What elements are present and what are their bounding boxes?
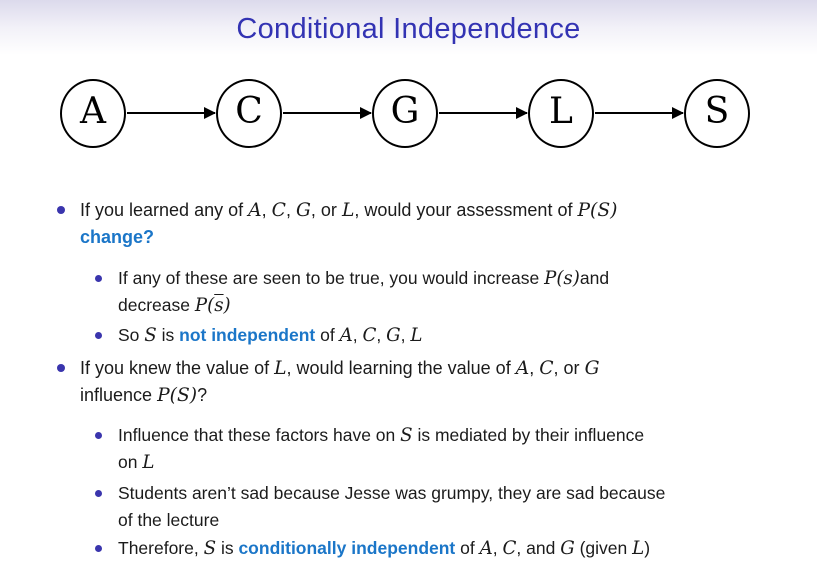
graph-node-label: S xyxy=(704,91,730,132)
text-segment: (given xyxy=(574,538,633,558)
graph-node-label: C xyxy=(235,91,263,132)
graph-node-label: L xyxy=(549,91,573,132)
graph-node-S: S xyxy=(684,79,750,148)
bullet-item-6: Students aren’t sad because Jesse was gr… xyxy=(95,480,779,534)
bullet-item-3: So S is not independent of A, C, G, L xyxy=(95,322,779,349)
text-segment: P(S) xyxy=(577,200,618,221)
text-segment: , would learning the value of xyxy=(286,358,516,378)
graph-node-G: G xyxy=(372,79,438,148)
graph-edge-A-C xyxy=(127,107,216,119)
text-segment: G xyxy=(560,538,575,559)
highlight-text: conditionally independent xyxy=(238,538,456,558)
text-segment: Influence that these factors have on xyxy=(118,425,401,445)
bullet-marker-icon xyxy=(95,432,102,439)
text-segment: influence xyxy=(80,385,158,405)
text-segment: is xyxy=(156,325,180,345)
text-segment: S xyxy=(144,325,157,346)
text-segment: L xyxy=(632,538,645,559)
graph-edge-L-S xyxy=(595,107,684,119)
text-segment: and xyxy=(579,268,610,288)
text-segment: L xyxy=(410,325,423,346)
bullet-item-4: If you knew the value of L, would learni… xyxy=(57,355,779,409)
text-segment: P( xyxy=(194,295,215,316)
text-segment: G xyxy=(386,325,401,346)
text-segment: decrease xyxy=(118,295,195,315)
bullet-item-1: If you learned any of A, C, G, or L, wou… xyxy=(57,197,779,251)
graph-node-L: L xyxy=(528,79,594,148)
text-segment: , xyxy=(492,538,503,558)
text-segment: C xyxy=(362,325,377,346)
text-segment: A xyxy=(479,538,493,559)
text-segment: s xyxy=(214,295,224,316)
text-segment: , or xyxy=(553,358,585,378)
text-segment: of xyxy=(455,538,480,558)
bullet-marker-icon xyxy=(95,490,102,497)
text-segment: So xyxy=(118,325,145,345)
text-segment: , xyxy=(529,358,540,378)
text-segment: , and xyxy=(516,538,561,558)
text-segment: Students aren’t sad because Jesse was gr… xyxy=(118,483,666,503)
text-segment: C xyxy=(271,200,286,221)
highlight-text: change? xyxy=(80,227,155,247)
text-segment: , xyxy=(261,200,272,220)
text-segment: If you knew the value of xyxy=(80,358,275,378)
text-segment: If any of these are seen to be true, you… xyxy=(118,268,545,288)
bullet-marker-icon xyxy=(95,275,102,282)
text-segment: of the lecture xyxy=(118,510,220,530)
graph-edge-G-L xyxy=(439,107,528,119)
text-segment: , xyxy=(400,325,411,345)
text-segment: G xyxy=(295,200,311,221)
text-segment: L xyxy=(142,452,155,473)
bullet-marker-icon xyxy=(95,545,102,552)
text-segment: L xyxy=(274,358,287,379)
graph-edge-C-G xyxy=(283,107,372,119)
graph-node-label: A xyxy=(80,91,106,132)
text-segment: L xyxy=(341,200,355,221)
text-segment: A xyxy=(339,325,353,346)
text-segment: C xyxy=(539,358,554,379)
text-segment: A xyxy=(248,200,262,221)
text-segment: , or xyxy=(310,200,342,220)
text-segment: is mediated by their influence xyxy=(412,425,645,445)
bullet-item-2: If any of these are seen to be true, you… xyxy=(95,265,779,319)
text-segment: , would your assessment of xyxy=(354,200,578,220)
text-segment: , xyxy=(285,200,296,220)
text-segment: S xyxy=(400,425,413,446)
bullet-list: If you learned any of A, C, G, or L, wou… xyxy=(57,197,779,562)
graph-node-C: C xyxy=(216,79,282,148)
text-segment: Therefore, xyxy=(118,538,204,558)
text-segment: , xyxy=(352,325,363,345)
slide-title: Conditional Independence xyxy=(236,13,581,45)
bullet-marker-icon xyxy=(95,332,102,339)
highlight-text: not independent xyxy=(179,325,316,345)
text-segment: is xyxy=(216,538,239,558)
text-segment: G xyxy=(584,358,600,379)
bullet-marker-icon xyxy=(57,206,65,214)
text-segment: on xyxy=(118,452,143,472)
text-segment: ) xyxy=(223,295,231,316)
text-segment: of xyxy=(315,325,340,345)
text-segment: A xyxy=(515,358,530,379)
text-segment: ) xyxy=(644,538,651,558)
text-segment: P(s) xyxy=(544,268,580,289)
text-segment: , xyxy=(376,325,387,345)
text-segment: C xyxy=(502,538,517,559)
bullet-item-5: Influence that these factors have on S i… xyxy=(95,422,779,476)
text-segment: S xyxy=(203,538,217,559)
text-segment: P(S) xyxy=(157,385,198,406)
bullet-item-7: Therefore, S is conditionally independen… xyxy=(95,535,779,562)
text-segment: If you learned any of xyxy=(80,200,249,220)
bullet-marker-icon xyxy=(57,364,65,372)
graph-node-label: G xyxy=(390,91,420,132)
graph-node-A: A xyxy=(60,79,126,148)
text-segment: ? xyxy=(197,385,208,405)
